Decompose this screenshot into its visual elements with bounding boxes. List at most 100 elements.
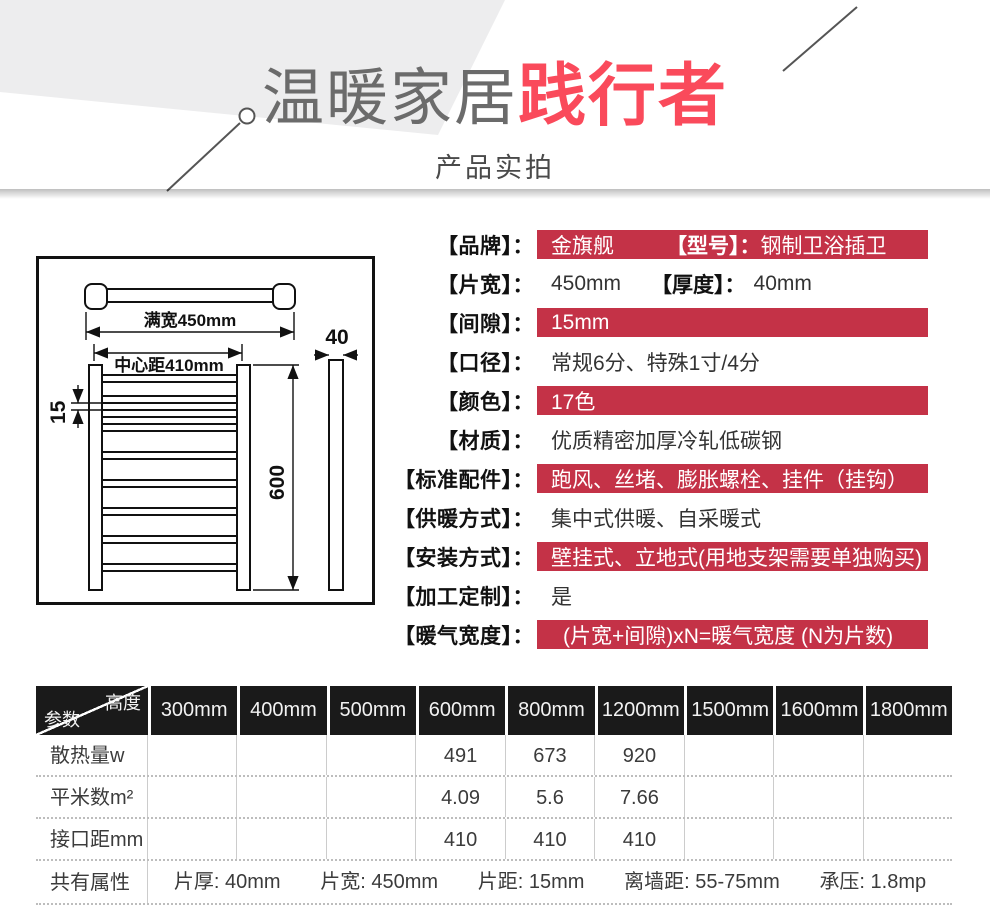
depth-label: 40 (325, 326, 348, 349)
spec-row-width: 【片宽】： 450mm 【厚度】： 40mm (392, 269, 928, 298)
center-distance-label: 中心距410mm (114, 355, 224, 375)
spec-value: 常规6分、特殊1寸/4分 (551, 351, 760, 375)
column-header: 1600mm (776, 686, 863, 735)
attribute-item: 片宽: 450mm (320, 871, 439, 893)
header-shadow-divider (0, 189, 990, 199)
radiator-dimension-drawing: 满宽450mm 中心距410mm 15 (47, 283, 358, 591)
circle-line-decoration-icon (166, 107, 256, 192)
column-header: 300mm (151, 686, 238, 735)
spec-value: 17色 (537, 386, 928, 415)
row-label: 共有属性 (36, 861, 148, 903)
spec-value: 优质精密加厚冷轧低碳钢 (551, 429, 782, 453)
spec-list: 【品牌】： 金旗舰 【型号】： 钢制卫浴插卫 【片宽】： 450mm 【厚度】：… (392, 230, 928, 659)
table-corner-cell: 高度 参数 (36, 686, 148, 735)
spec-label: 【加工定制】： (394, 585, 534, 609)
row-label: 散热量w (36, 735, 148, 775)
column-header: 1800mm (865, 686, 952, 735)
table-cell (237, 735, 327, 775)
table-cell (327, 777, 417, 817)
diagonal-line-decoration-icon (782, 6, 858, 72)
spec-value: 450mm 【厚度】： 40mm (537, 269, 928, 298)
corner-bottom-label: 参数 (44, 710, 80, 730)
table-cell (685, 777, 775, 817)
table-cell (864, 819, 952, 859)
row-label: 接口距mm (36, 819, 148, 859)
table-row-port-distance: 接口距mm 410 410 410 (36, 819, 952, 861)
table-cell (685, 819, 775, 859)
column-header: 1500mm (686, 686, 774, 735)
column-header: 600mm (418, 686, 506, 735)
spec-label: 【暖气宽度】： (394, 624, 534, 648)
spec-label: 【标准配件】： (394, 468, 534, 492)
height-label: 600 (266, 465, 289, 500)
attribute-item: 片厚: 40mm (173, 871, 281, 893)
spec-value: 集中式供暖、自采暖式 (551, 507, 761, 531)
spec-value: (片宽+间隙)xN=暖气宽度 (N为片数) (537, 620, 928, 649)
table-cell (774, 777, 864, 817)
spec-row-install: 【安装方式】： 壁挂式、立地式(用地支架需要单独购买) (392, 542, 928, 571)
table-row-heat-output: 散热量w 491 673 920 (36, 735, 952, 777)
spec-label: 【安装方式】： (394, 546, 534, 570)
tube-gap-label: 15 (47, 400, 70, 424)
title-gray-text: 温暖家居 (261, 64, 518, 133)
spec-row-accessories: 【标准配件】： 跑风、丝堵、膨胀螺栓、挂件（挂钩） (392, 464, 928, 493)
attribute-item: 离墙距: 55-75mm (624, 871, 780, 893)
table-row-square-meters: 平米数m² 4.09 5.6 7.66 (36, 777, 952, 819)
spec-value: 壁挂式、立地式(用地支架需要单独购买) (537, 542, 928, 571)
column-header: 500mm (329, 686, 416, 735)
spec-value: 是 (551, 585, 572, 609)
full-width-label: 满宽450mm (143, 310, 236, 330)
spec-row-gap: 【间隙】： 15mm (392, 308, 928, 337)
spec-row-caliber: 【口径】： 常规6分、特殊1寸/4分 (392, 347, 928, 376)
row-label: 平米数m² (36, 777, 148, 817)
size-table: 高度 参数 300mm 400mm 500mm 600mm 800mm 1200… (36, 686, 952, 905)
table-cell (148, 819, 238, 859)
spec-label: 【材质】： (437, 429, 534, 453)
table-cell (237, 777, 327, 817)
table-cell: 5.6 (506, 777, 596, 817)
table-cell: 920 (595, 735, 685, 775)
spec-label: 【间隙】： (437, 312, 534, 336)
spec-value: 跑风、丝堵、膨胀螺栓、挂件（挂钩） (537, 464, 928, 493)
spec-row-brand: 【品牌】： 金旗舰 【型号】： 钢制卫浴插卫 (392, 230, 928, 259)
table-cell (148, 735, 238, 775)
table-cell (864, 735, 952, 775)
table-cell (774, 819, 864, 859)
spec-label: 【供暖方式】： (394, 507, 534, 531)
table-cell (685, 735, 775, 775)
column-header: 1200mm (597, 686, 684, 735)
table-cell: 4.09 (416, 777, 506, 817)
thickness-value: 40mm (753, 271, 812, 295)
spec-label: 【片宽】： (437, 273, 534, 297)
product-diagram: 满宽450mm 中心距410mm 15 (36, 256, 375, 605)
table-cell: 673 (506, 735, 596, 775)
width-value: 450mm (551, 271, 622, 295)
table-cell (327, 819, 417, 859)
spec-label: 【口径】： (437, 351, 534, 375)
table-row-common-attributes: 共有属性 片厚: 40mm 片宽: 450mm 片距: 15mm 离墙距: 55… (36, 861, 952, 905)
table-cell (237, 819, 327, 859)
common-attributes: 片厚: 40mm 片宽: 450mm 片距: 15mm 离墙距: 55-75mm… (148, 861, 952, 903)
column-header: 800mm (508, 686, 595, 735)
spec-row-color: 【颜色】： 17色 (392, 386, 928, 415)
thickness-label: 【厚度】： (651, 273, 746, 297)
spec-value: 金旗舰 【型号】： 钢制卫浴插卫 (537, 230, 928, 259)
model-value: 钢制卫浴插卫 (760, 234, 887, 258)
page-subtitle: 产品实拍 (435, 153, 555, 183)
table-cell (327, 735, 417, 775)
spec-label: 【品牌】： (437, 234, 534, 258)
spec-row-radiator-width: 【暖气宽度】： (片宽+间隙)xN=暖气宽度 (N为片数) (392, 620, 928, 649)
brand-value: 金旗舰 (551, 234, 614, 258)
page-title: 温暖家居践行者 (0, 40, 990, 139)
table-cell: 7.66 (595, 777, 685, 817)
table-cell: 491 (416, 735, 506, 775)
attribute-item: 片距: 15mm (477, 871, 585, 893)
model-label: 【型号】： (666, 234, 761, 258)
table-cell: 410 (416, 819, 506, 859)
table-cell: 410 (595, 819, 685, 859)
attribute-item: 承压: 1.8mp (819, 871, 927, 893)
spec-row-material: 【材质】： 优质精密加厚冷轧低碳钢 (392, 425, 928, 454)
header-section: 温暖家居践行者 产品实拍 (0, 0, 990, 199)
table-header-row: 高度 参数 300mm 400mm 500mm 600mm 800mm 1200… (36, 686, 952, 735)
